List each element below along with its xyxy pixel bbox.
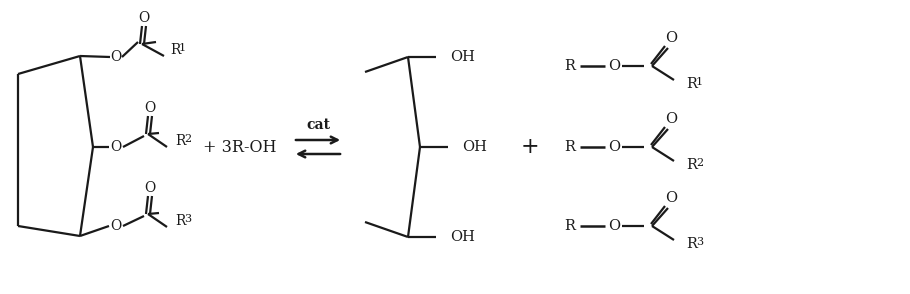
Text: 3: 3 <box>696 237 703 247</box>
Text: + 3R-OH: + 3R-OH <box>203 138 277 156</box>
Text: O: O <box>608 59 620 73</box>
Text: O: O <box>608 140 620 154</box>
Text: O: O <box>665 112 677 126</box>
Text: O: O <box>138 11 149 25</box>
Text: cat: cat <box>306 118 330 132</box>
Text: 3: 3 <box>184 214 191 224</box>
Text: OH: OH <box>450 230 475 244</box>
Text: OH: OH <box>462 140 487 154</box>
Text: R: R <box>175 214 186 228</box>
Text: 1: 1 <box>696 77 703 87</box>
Text: R: R <box>170 43 180 57</box>
Text: R: R <box>686 77 697 91</box>
Text: R: R <box>686 158 697 172</box>
Text: +: + <box>521 136 540 158</box>
Text: O: O <box>665 191 677 205</box>
Text: R: R <box>564 140 575 154</box>
Text: O: O <box>110 140 122 154</box>
Text: R: R <box>564 59 575 73</box>
Text: O: O <box>145 181 156 195</box>
Text: 2: 2 <box>184 134 191 144</box>
Text: O: O <box>110 50 122 64</box>
Text: 1: 1 <box>179 43 187 53</box>
Text: R: R <box>175 134 186 148</box>
Text: R: R <box>564 219 575 233</box>
Text: O: O <box>110 219 122 233</box>
Text: OH: OH <box>450 50 475 64</box>
Text: O: O <box>665 31 677 45</box>
Text: O: O <box>608 219 620 233</box>
Text: 2: 2 <box>696 158 703 168</box>
Text: R: R <box>686 237 697 251</box>
Text: O: O <box>145 101 156 115</box>
